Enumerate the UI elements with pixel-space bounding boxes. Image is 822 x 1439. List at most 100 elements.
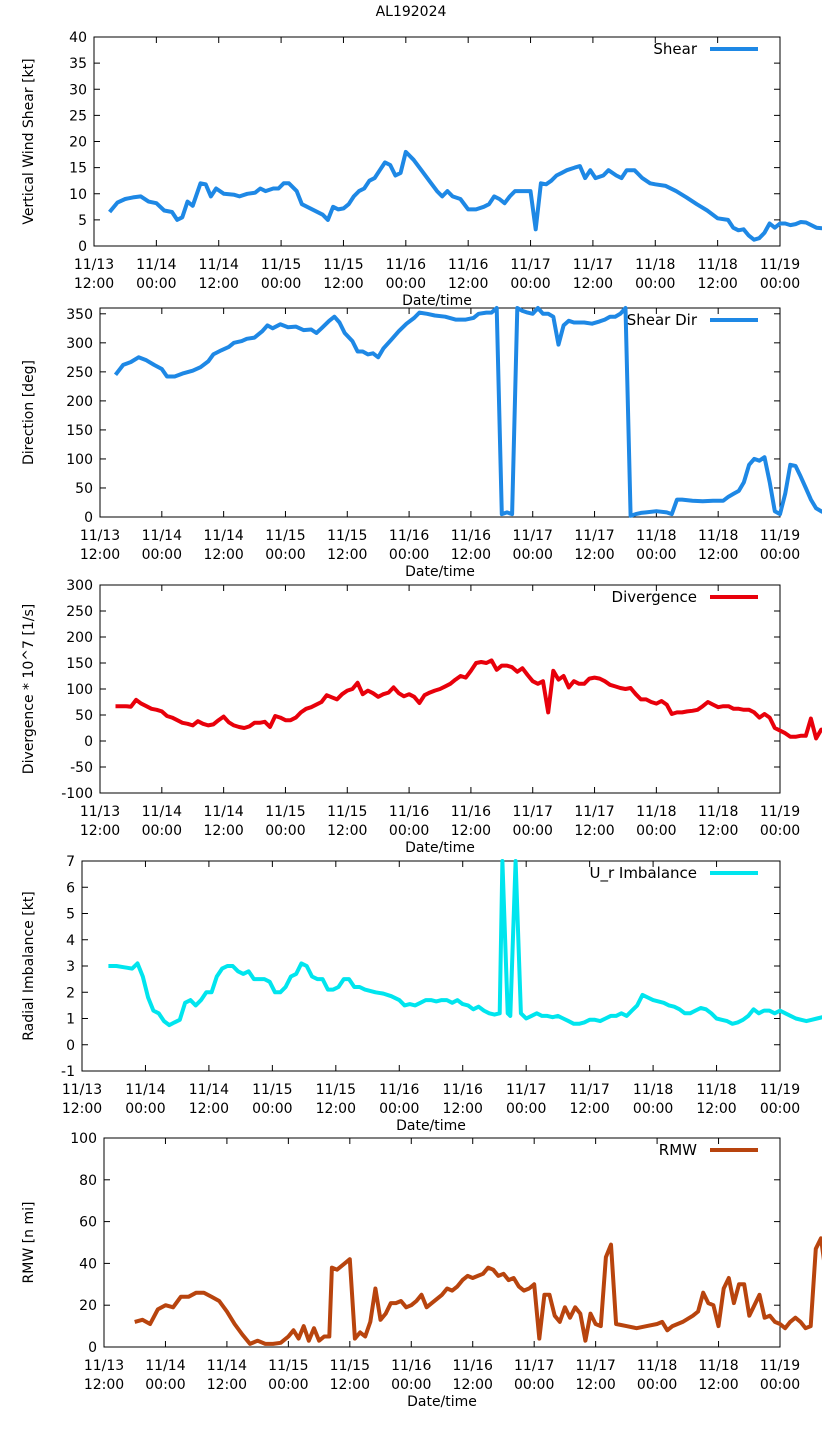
x-axis-label: Date/time (405, 564, 475, 580)
x-tick-label-time: 12:00 (698, 547, 738, 563)
x-tick-label-date: 11/17 (574, 804, 614, 820)
x-tick-label-date: 11/14 (142, 804, 182, 820)
x-tick-label-time: 00:00 (265, 823, 305, 839)
x-tick-label-date: 11/18 (698, 528, 738, 544)
legend-label: Shear Dir (627, 311, 698, 329)
x-tick-label-date: 11/15 (252, 1082, 292, 1098)
y-tick-label: 15 (69, 161, 87, 177)
x-tick-label-time: 00:00 (636, 823, 676, 839)
x-tick-label-date: 11/16 (389, 804, 429, 820)
y-tick-label: 80 (79, 1173, 97, 1189)
y-tick-label: 3 (66, 959, 75, 975)
x-tick-label-time: 12:00 (330, 1377, 370, 1393)
plot-frame (93, 36, 781, 247)
y-tick-label: 6 (66, 880, 75, 896)
x-tick-label-time: 00:00 (633, 1101, 673, 1117)
x-tick-label-time: 12:00 (448, 276, 488, 292)
x-tick-label-time: 12:00 (316, 1101, 356, 1117)
x-tick-label-time: 00:00 (145, 1377, 185, 1393)
x-tick-label-time: 00:00 (386, 276, 426, 292)
x-tick-label-time: 12:00 (451, 823, 491, 839)
x-tick-label-time: 00:00 (635, 276, 675, 292)
x-tick-label-time: 12:00 (203, 547, 243, 563)
x-tick-label-time: 00:00 (513, 547, 553, 563)
x-tick-label-time: 12:00 (207, 1377, 247, 1393)
x-tick-label-date: 11/18 (636, 528, 676, 544)
y-tick-label: 100 (70, 1131, 97, 1147)
y-tick-label: 0 (84, 510, 93, 526)
chart-panels: 051015202530354011/1312:0011/1400:0011/1… (21, 30, 822, 1410)
plot-frame (103, 1137, 781, 1348)
x-tick-label-time: 00:00 (142, 823, 182, 839)
x-tick-label-date: 11/14 (203, 804, 243, 820)
x-tick-label-date: 11/17 (510, 257, 550, 273)
x-tick-label-date: 11/15 (327, 804, 367, 820)
y-tick-label: 2 (66, 985, 75, 1001)
x-tick-label-date: 11/14 (142, 528, 182, 544)
x-tick-label-time: 00:00 (513, 823, 553, 839)
x-tick-label-date: 11/17 (569, 1082, 609, 1098)
x-tick-label-date: 11/16 (379, 1082, 419, 1098)
series-line-u-r-imbalance (108, 859, 822, 1028)
x-tick-label-time: 12:00 (574, 547, 614, 563)
x-tick-label-time: 00:00 (760, 547, 800, 563)
x-tick-label-time: 12:00 (575, 1377, 615, 1393)
x-tick-label-time: 00:00 (261, 276, 301, 292)
x-tick-label-date: 11/13 (74, 257, 114, 273)
x-tick-label-time: 00:00 (514, 1377, 554, 1393)
x-tick-label-time: 12:00 (696, 1101, 736, 1117)
x-tick-label-time: 12:00 (698, 823, 738, 839)
y-tick-label: 200 (66, 630, 93, 646)
y-tick-label: 250 (66, 604, 93, 620)
y-tick-label: 0 (84, 734, 93, 750)
x-tick-label-time: 12:00 (199, 276, 239, 292)
x-tick-label-date: 11/18 (698, 804, 738, 820)
chart-panel-3: -100 -50 0 50 100 150 200 250 300 11/13 12:00 11/14… (21, 578, 822, 856)
y-tick-label: 4 (66, 933, 75, 949)
x-tick-label-time: 00:00 (760, 276, 800, 292)
chart-panel-1: 0 5 10 15 20 25 30 35 40 11/13 12:00 11/14 00:00 11/1… (21, 30, 822, 309)
x-tick-label-date: 11/14 (207, 1358, 247, 1374)
x-tick-label-time: 12:00 (84, 1377, 124, 1393)
y-tick-label: 40 (69, 30, 87, 46)
y-axis-label: Divergence * 10^7 [1/s] (21, 604, 37, 774)
x-tick-label-date: 11/18 (637, 1358, 677, 1374)
chart-panel-5: 0 20 40 60 80 100 11/13 12:00 11/14 00:00 11/14 12:… (21, 1131, 822, 1410)
x-tick-label-time: 00:00 (510, 276, 550, 292)
x-tick-label-date: 11/18 (696, 1082, 736, 1098)
y-tick-label: 200 (66, 394, 93, 410)
x-tick-label-time: 00:00 (268, 1377, 308, 1393)
x-tick-label-date: 11/19 (760, 1082, 800, 1098)
x-tick-label-date: 11/18 (636, 804, 676, 820)
y-tick-label: 50 (75, 481, 93, 497)
y-tick-label: 20 (69, 135, 87, 151)
x-tick-label-date: 11/18 (697, 257, 737, 273)
x-tick-label-time: 00:00 (379, 1101, 419, 1117)
x-tick-label-date: 11/14 (125, 1082, 165, 1098)
x-tick-label-date: 11/19 (760, 1358, 800, 1374)
x-tick-label-date: 11/14 (189, 1082, 229, 1098)
y-tick-label: 1 (66, 1012, 75, 1028)
x-tick-label-time: 12:00 (80, 823, 120, 839)
x-tick-label-date: 11/16 (451, 804, 491, 820)
x-tick-label-date: 11/18 (698, 1358, 738, 1374)
x-tick-label-date: 11/17 (574, 528, 614, 544)
x-tick-label-date: 11/16 (389, 528, 429, 544)
y-tick-label: -100 (61, 786, 93, 802)
x-tick-label-time: 12:00 (453, 1377, 493, 1393)
y-tick-label: 0 (88, 1340, 97, 1356)
series-line-shear-dir (113, 306, 822, 518)
x-tick-label-date: 11/17 (573, 257, 613, 273)
y-tick-label: 100 (66, 452, 93, 468)
x-tick-label-time: 12:00 (80, 547, 120, 563)
x-tick-label-date: 11/17 (513, 804, 553, 820)
x-tick-label-time: 00:00 (136, 276, 176, 292)
x-tick-label-time: 12:00 (573, 276, 613, 292)
x-tick-label-date: 11/19 (760, 257, 800, 273)
x-tick-label-time: 12:00 (203, 823, 243, 839)
x-tick-label-time: 00:00 (265, 547, 305, 563)
plot-frame (99, 307, 781, 518)
y-tick-label: 50 (75, 708, 93, 724)
x-tick-label-time: 00:00 (760, 1101, 800, 1117)
